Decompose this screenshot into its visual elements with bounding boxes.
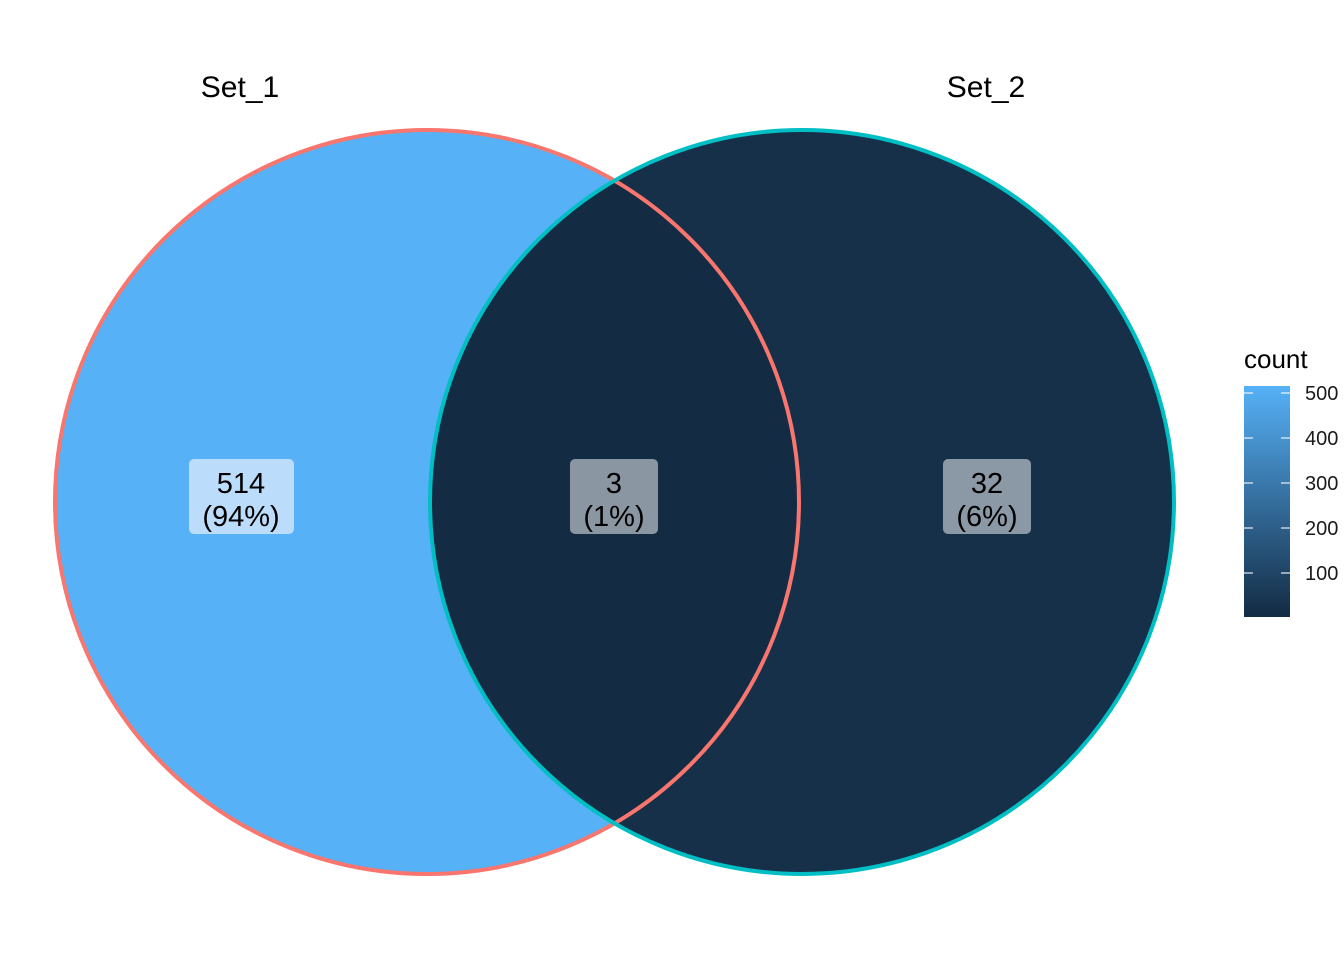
legend-tick-label: 100	[1305, 563, 1338, 585]
region-count: 32	[971, 468, 1003, 500]
legend-tick-label: 300	[1305, 473, 1338, 495]
legend-tick-label: 500	[1305, 383, 1338, 405]
set2-label: Set_2	[947, 71, 1025, 104]
set1-label: Set_1	[201, 71, 279, 104]
region-percent: (94%)	[202, 501, 279, 533]
region-label-set1-only: 514 (94%)	[189, 459, 294, 534]
region-count: 514	[217, 468, 265, 500]
color-legend: count 500 400 300 200 100	[1244, 344, 1338, 617]
region-label-overlap: 3 (1%)	[570, 459, 658, 534]
legend-colorbar	[1244, 386, 1290, 617]
legend-tick-label: 200	[1305, 518, 1338, 540]
region-percent: (6%)	[956, 501, 1017, 533]
legend-title: count	[1244, 344, 1308, 374]
region-overlap	[429, 129, 800, 875]
legend-tick-label: 400	[1305, 428, 1338, 450]
set1-circle-outline	[53, 128, 801, 876]
region-count: 3	[606, 468, 622, 500]
region-label-set2-only: 32 (6%)	[943, 459, 1031, 534]
region-percent: (1%)	[583, 501, 644, 533]
set2-circle-outline	[428, 128, 1176, 876]
